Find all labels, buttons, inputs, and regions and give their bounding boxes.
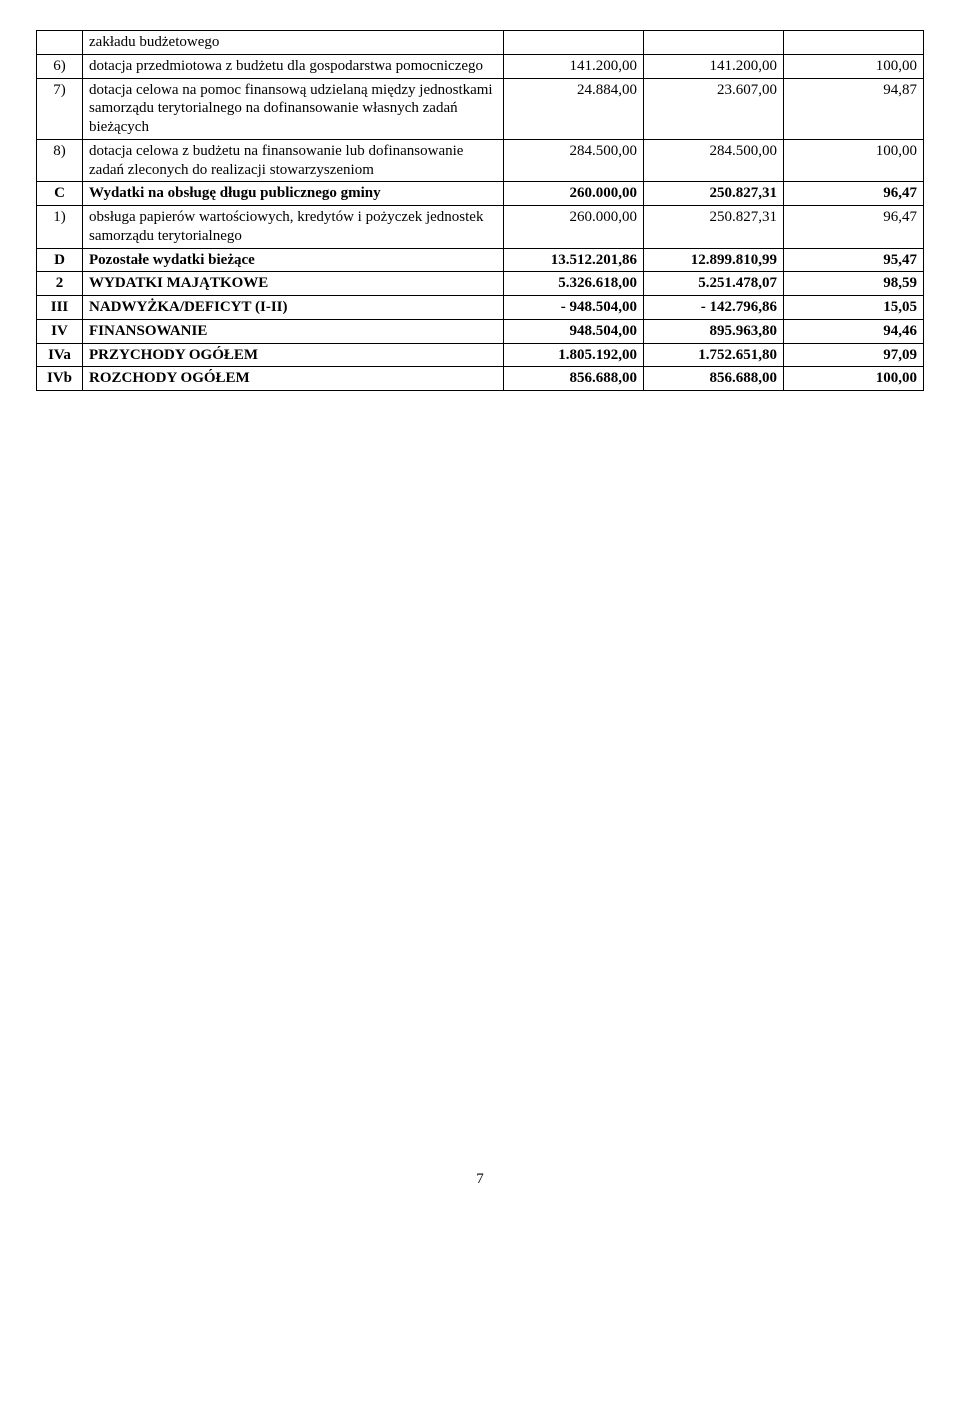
row-description: PRZYCHODY OGÓŁEM: [83, 343, 504, 367]
row-value-2: 284.500,00: [644, 139, 784, 182]
row-value-3: 94,46: [784, 319, 924, 343]
row-value-3: 96,47: [784, 182, 924, 206]
row-value-2: 12.899.810,99: [644, 248, 784, 272]
row-value-1: 284.500,00: [504, 139, 644, 182]
row-value-2: - 142.796,86: [644, 296, 784, 320]
row-description: obsługa papierów wartościowych, kredytów…: [83, 206, 504, 249]
table-row: zakładu budżetowego: [37, 31, 924, 55]
row-value-1: 260.000,00: [504, 206, 644, 249]
row-index: 1): [37, 206, 83, 249]
row-value-2: 895.963,80: [644, 319, 784, 343]
row-value-2: [644, 31, 784, 55]
row-value-3: [784, 31, 924, 55]
table-row: 8)dotacja celowa z budżetu na finansowan…: [37, 139, 924, 182]
row-value-1: 24.884,00: [504, 78, 644, 139]
row-index: III: [37, 296, 83, 320]
row-description: dotacja celowa na pomoc finansową udziel…: [83, 78, 504, 139]
table-row: 6)dotacja przedmiotowa z budżetu dla gos…: [37, 54, 924, 78]
row-value-2: 141.200,00: [644, 54, 784, 78]
row-value-1: 5.326.618,00: [504, 272, 644, 296]
row-value-3: 15,05: [784, 296, 924, 320]
row-description: WYDATKI MAJĄTKOWE: [83, 272, 504, 296]
row-value-3: 100,00: [784, 367, 924, 391]
row-index: 8): [37, 139, 83, 182]
table-row: IVFINANSOWANIE948.504,00895.963,8094,46: [37, 319, 924, 343]
row-value-1: 141.200,00: [504, 54, 644, 78]
row-index: IV: [37, 319, 83, 343]
table-row: IIINADWYŻKA/DEFICYT (I-II)- 948.504,00- …: [37, 296, 924, 320]
row-index: [37, 31, 83, 55]
row-value-2: 1.752.651,80: [644, 343, 784, 367]
row-value-3: 95,47: [784, 248, 924, 272]
row-description: dotacja celowa z budżetu na finansowanie…: [83, 139, 504, 182]
row-description: FINANSOWANIE: [83, 319, 504, 343]
table-row: DPozostałe wydatki bieżące13.512.201,861…: [37, 248, 924, 272]
row-value-2: 23.607,00: [644, 78, 784, 139]
row-value-3: 96,47: [784, 206, 924, 249]
row-value-2: 250.827,31: [644, 206, 784, 249]
row-value-3: 97,09: [784, 343, 924, 367]
table-row: CWydatki na obsługę długu publicznego gm…: [37, 182, 924, 206]
row-index: 2: [37, 272, 83, 296]
row-value-1: 260.000,00: [504, 182, 644, 206]
row-value-3: 94,87: [784, 78, 924, 139]
row-value-1: - 948.504,00: [504, 296, 644, 320]
row-value-1: 13.512.201,86: [504, 248, 644, 272]
row-value-1: 948.504,00: [504, 319, 644, 343]
page-number: 7: [36, 1171, 924, 1188]
table-row: 2WYDATKI MAJĄTKOWE5.326.618,005.251.478,…: [37, 272, 924, 296]
row-value-1: 856.688,00: [504, 367, 644, 391]
row-description: dotacja przedmiotowa z budżetu dla gospo…: [83, 54, 504, 78]
row-value-2: 856.688,00: [644, 367, 784, 391]
table-row: 7)dotacja celowa na pomoc finansową udzi…: [37, 78, 924, 139]
row-description: Wydatki na obsługę długu publicznego gmi…: [83, 182, 504, 206]
row-description: Pozostałe wydatki bieżące: [83, 248, 504, 272]
row-value-1: [504, 31, 644, 55]
table-row: 1)obsługa papierów wartościowych, kredyt…: [37, 206, 924, 249]
row-value-2: 250.827,31: [644, 182, 784, 206]
row-description: ROZCHODY OGÓŁEM: [83, 367, 504, 391]
row-description: zakładu budżetowego: [83, 31, 504, 55]
budget-table: zakładu budżetowego6)dotacja przedmiotow…: [36, 30, 924, 391]
row-index: IVb: [37, 367, 83, 391]
row-value-2: 5.251.478,07: [644, 272, 784, 296]
row-value-1: 1.805.192,00: [504, 343, 644, 367]
row-index: D: [37, 248, 83, 272]
table-row: IVaPRZYCHODY OGÓŁEM1.805.192,001.752.651…: [37, 343, 924, 367]
row-value-3: 100,00: [784, 139, 924, 182]
row-index: IVa: [37, 343, 83, 367]
row-value-3: 100,00: [784, 54, 924, 78]
row-index: C: [37, 182, 83, 206]
row-value-3: 98,59: [784, 272, 924, 296]
table-row: IVbROZCHODY OGÓŁEM856.688,00856.688,0010…: [37, 367, 924, 391]
row-index: 6): [37, 54, 83, 78]
row-description: NADWYŻKA/DEFICYT (I-II): [83, 296, 504, 320]
row-index: 7): [37, 78, 83, 139]
